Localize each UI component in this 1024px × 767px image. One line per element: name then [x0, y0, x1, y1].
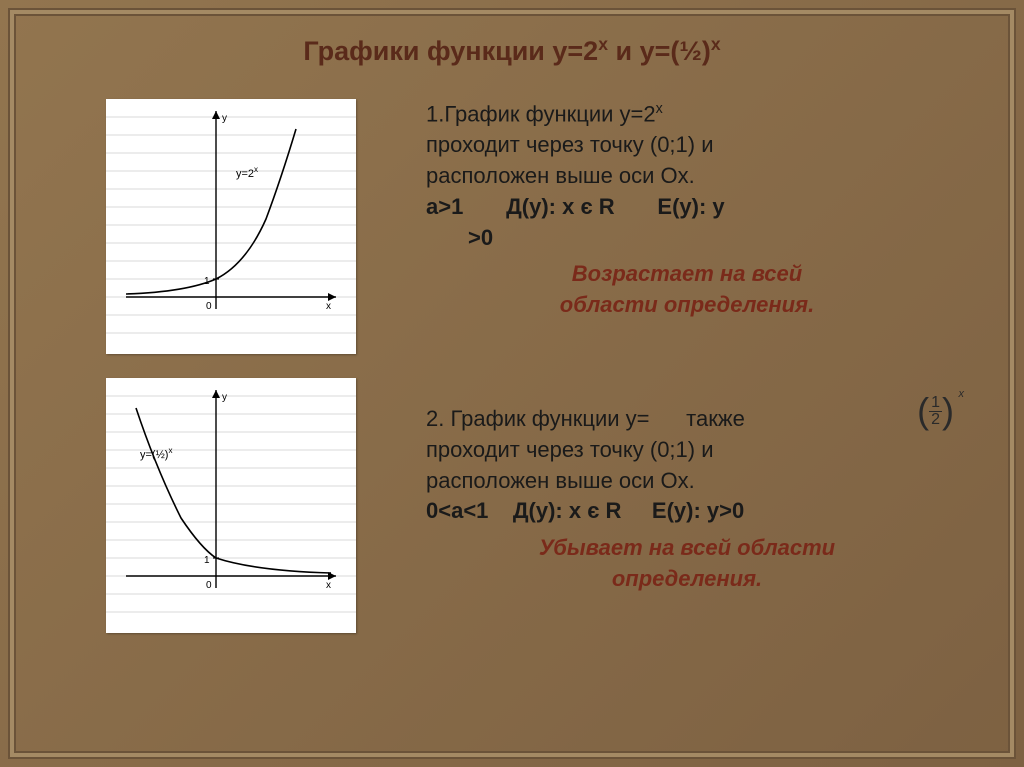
fn-label: y=2x [236, 165, 258, 180]
b2-line3: расположен выше оси Ox. [426, 466, 968, 497]
b1-line3: расположен выше оси Ox. [426, 161, 968, 192]
fraction-num: 1 [929, 395, 942, 412]
b2-line2: проходит через точку (0;1) и [426, 435, 968, 466]
description-block-2: 2. График функции y= также проходит чере… [426, 378, 968, 633]
b2-line4: 0<a<1 Д(y): x є R E(y): y>0 [426, 496, 968, 527]
decay-curve [136, 408, 331, 573]
chart-growth-svg: 1 0 x y y=2x [106, 99, 356, 354]
b1-line1-pre: 1.График функции y=2 [426, 101, 656, 126]
b1-line2: проходит через точку (0;1) и [426, 130, 968, 161]
grid [106, 117, 356, 333]
chart-decay-svg: 1 0 x y y=(½)x [106, 378, 356, 633]
y-arrow-icon [212, 390, 220, 398]
b2-emph1: Убывает на всей области [426, 533, 968, 564]
title-sup2: x [711, 34, 721, 54]
fraction-half: ( 1 2 ) x [917, 390, 954, 432]
origin-label: 0 [206, 301, 212, 312]
slide-title: Графики функции y=2x и y=(½)x [10, 10, 1014, 67]
fraction-exp: x [959, 388, 965, 400]
b1-l4a: a>1 [426, 194, 463, 219]
title-mid: и y=(½) [608, 36, 711, 66]
unit-label: 1 [204, 555, 210, 566]
slide-frame: Графики функции y=2x и y=(½)x [8, 8, 1016, 759]
b1-line1-sup: x [656, 101, 663, 117]
x-axis-label: x [326, 301, 331, 312]
b1-emph1: Возрастает на всей [426, 259, 968, 290]
b2-emph2: определения. [426, 564, 968, 595]
y-axis-label: y [222, 113, 227, 124]
right-paren: ) [942, 390, 954, 431]
chart-decay: 1 0 x y y=(½)x [106, 378, 356, 633]
b1-line1: 1.График функции y=2x [426, 99, 968, 130]
fraction-inner: 1 2 [929, 395, 942, 428]
description-block-1: 1.График функции y=2x проходит через точ… [426, 99, 968, 354]
title-sup1: x [598, 34, 608, 54]
left-paren: ( [917, 390, 929, 431]
title-prefix: Графики функции y=2 [303, 36, 598, 66]
chart-growth: 1 0 x y y=2x [106, 99, 356, 354]
unit-label: 1 [204, 276, 210, 287]
b1-l4b: Д(y): x є R [506, 194, 615, 219]
fn-label: y=(½)x [140, 446, 172, 461]
b1-emph2: области определения. [426, 290, 968, 321]
b1-line4d: >0 [426, 223, 968, 254]
x-axis-label: x [326, 580, 331, 591]
growth-curve [126, 129, 296, 294]
b1-line4: a>1 Д(y): x є R E(y): y [426, 192, 968, 223]
y-axis-label: y [222, 392, 227, 403]
y-arrow-icon [212, 111, 220, 119]
origin-label: 0 [206, 580, 212, 591]
content-grid: 1 0 x y y=2x 1.График функции y=2x прохо… [10, 67, 1014, 653]
b2-line1: 2. График функции y= также [426, 404, 968, 435]
b1-l4c: E(y): y [657, 194, 724, 219]
fraction-den: 2 [929, 412, 942, 428]
x-arrow-icon [328, 293, 336, 301]
